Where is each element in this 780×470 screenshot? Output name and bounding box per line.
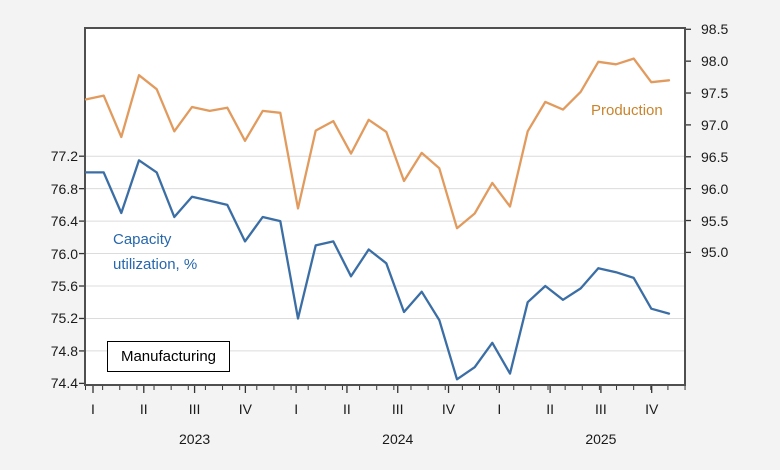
production-series-label: Production <box>591 102 663 119</box>
left-axis-tick-label: 74.4 <box>50 375 78 392</box>
left-axis-tick-label: 75.6 <box>50 278 78 294</box>
x-axis-quarter-label: III <box>595 401 607 417</box>
x-axis-quarter-label: II <box>546 401 554 417</box>
manufacturing-box: Manufacturing <box>107 341 230 372</box>
left-axis-tick-label: 76.4 <box>50 213 78 230</box>
x-axis-quarter-label: I <box>91 401 95 417</box>
x-axis-quarter-label: II <box>139 401 148 417</box>
right-axis-tick-label: 95.0 <box>701 244 729 261</box>
left-axis-tick-label: 77.2 <box>50 148 78 165</box>
right-axis-tick-label: 98.0 <box>701 53 729 70</box>
right-axis-tick-label: 96.0 <box>701 180 729 197</box>
left-axis-tick-label: 76.8 <box>50 180 78 197</box>
x-axis-quarter-label: IV <box>238 401 252 417</box>
plot-border <box>84 27 686 386</box>
x-axis-quarter-label: IV <box>645 401 659 417</box>
x-axis-quarter-label: III <box>188 401 201 417</box>
capacity-utilization-line <box>84 159 671 381</box>
capacity-series-label-line2: utilization, % <box>113 256 198 273</box>
capacity-series-label: Capacity utilization, % <box>113 227 197 277</box>
left-axis-tick-label: 76.0 <box>50 245 78 262</box>
x-axis-quarter-label: I <box>497 401 502 417</box>
capacity-series-label-line1: Capacity <box>113 231 172 248</box>
right-axis-tick-label: 97.0 <box>701 116 729 133</box>
x-axis-year-label: 2025 <box>585 431 617 447</box>
right-axis-tick-label: 98.5 <box>701 21 729 38</box>
manufacturing-box-label: Manufacturing <box>120 348 217 365</box>
plot-area <box>85 28 685 385</box>
x-axis-year-label: 2024 <box>382 431 414 447</box>
x-axis-year-label: 2023 <box>179 431 211 447</box>
left-axis-tick-label: 75.2 <box>50 310 78 327</box>
x-axis-quarter-label: I <box>294 401 299 417</box>
x-axis-quarter-label: III <box>391 401 404 417</box>
right-axis-tick-label: 96.5 <box>701 148 729 165</box>
production-line <box>84 57 671 230</box>
x-axis-quarter-label: II <box>343 401 351 417</box>
x-axis-quarter-label: IV <box>441 401 456 417</box>
right-axis-tick-label: 95.5 <box>701 212 729 229</box>
left-axis-tick-label: 74.8 <box>50 342 78 359</box>
right-axis-tick-label: 97.5 <box>701 85 729 102</box>
